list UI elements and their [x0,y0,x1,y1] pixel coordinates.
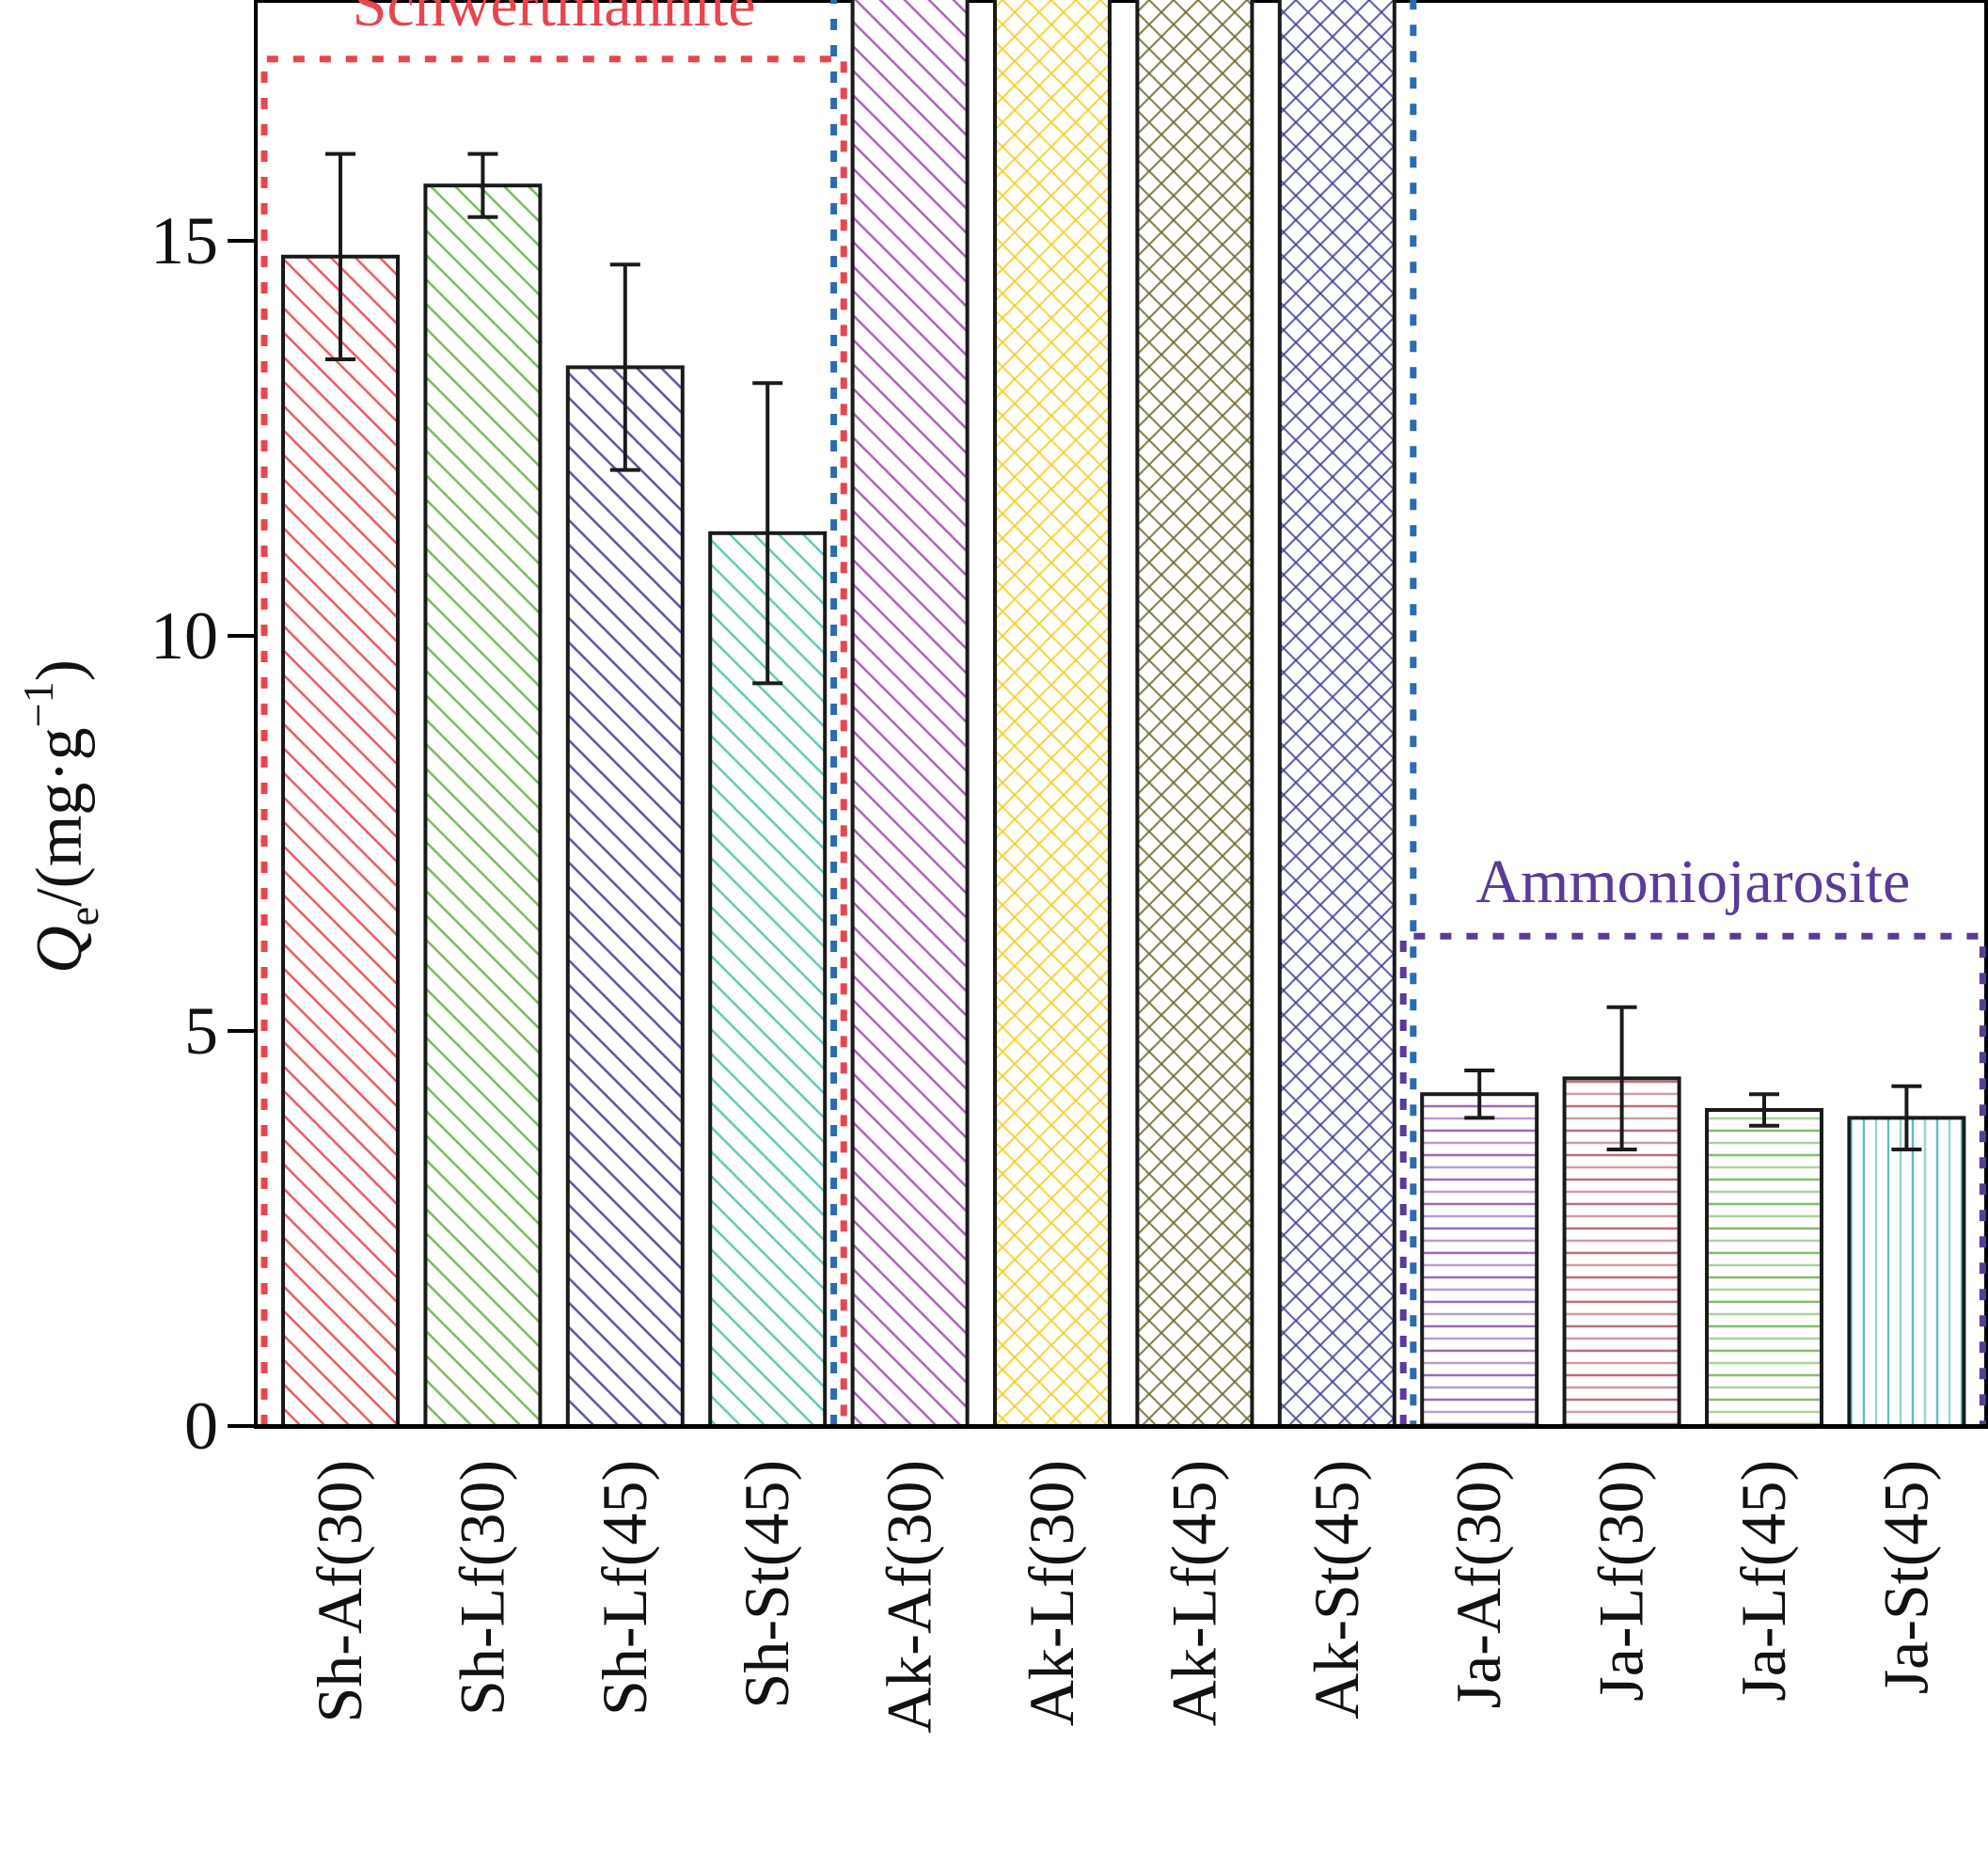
x-axis-labels: Sh-Af(30) Sh-Lf(30) Sh-Lf(45) Sh-St(45) Ak-A… [304,1460,1941,1734]
x-tick-label: Sh-Lf(45) [589,1460,660,1716]
x-tick-label: Ja-Af(30) [1443,1460,1514,1708]
x-tick-label: Ak-Lf(45) [1158,1460,1229,1726]
y-tick-label: 10 [150,598,218,674]
y-tick-label: 5 [184,993,218,1069]
error-bar [467,151,498,219]
y-tick-label: 0 [184,1388,218,1464]
bar [1847,1116,1966,1429]
bar [565,365,685,1428]
x-tick-label: Ak-Af(30) [874,1460,945,1734]
error-bar [752,381,783,686]
x-tick-label: Sh-Af(30) [304,1460,375,1723]
x-tick-label: Sh-Lf(30) [446,1460,517,1716]
bar [423,183,543,1429]
error-bar [1749,1092,1779,1128]
bar [993,0,1112,1428]
bar [1135,0,1254,1429]
error-bar [1891,1084,1922,1151]
bar [708,531,828,1428]
bar [1277,0,1396,1428]
x-tick-label: Ja-Lf(45) [1728,1460,1799,1702]
y-tick-label: 15 [150,203,218,278]
group-box [830,0,1417,1426]
group-box [1399,932,1986,1426]
x-tick-label: Ak-St(45) [1301,1460,1372,1719]
error-bar [1464,1069,1495,1120]
error-bar [609,262,640,472]
error-bar [1606,1005,1637,1151]
y-axis: 051015202530 [150,203,256,1464]
x-tick-label: Sh-St(45) [731,1460,802,1708]
group-title: Ammoniojarosite [1475,848,1910,916]
bar [1420,1092,1539,1428]
bar [1705,1108,1823,1428]
x-tick-label: Ak-Lf(30) [1016,1460,1087,1726]
group-title: Schwertmannite [353,0,756,40]
bars [256,0,1986,1429]
error-bar [325,151,355,361]
group-boxes: SchwertmanniteAkaganéiteAmmoniojarosite [260,0,1986,1426]
x-tick-label: Ja-St(45) [1870,1460,1941,1694]
bar [281,254,400,1428]
y-axis-label: Qe/(mg·g−1) [14,659,107,974]
x-tick-label: Ja-Lf(30) [1586,1460,1657,1702]
bar [850,0,970,1428]
